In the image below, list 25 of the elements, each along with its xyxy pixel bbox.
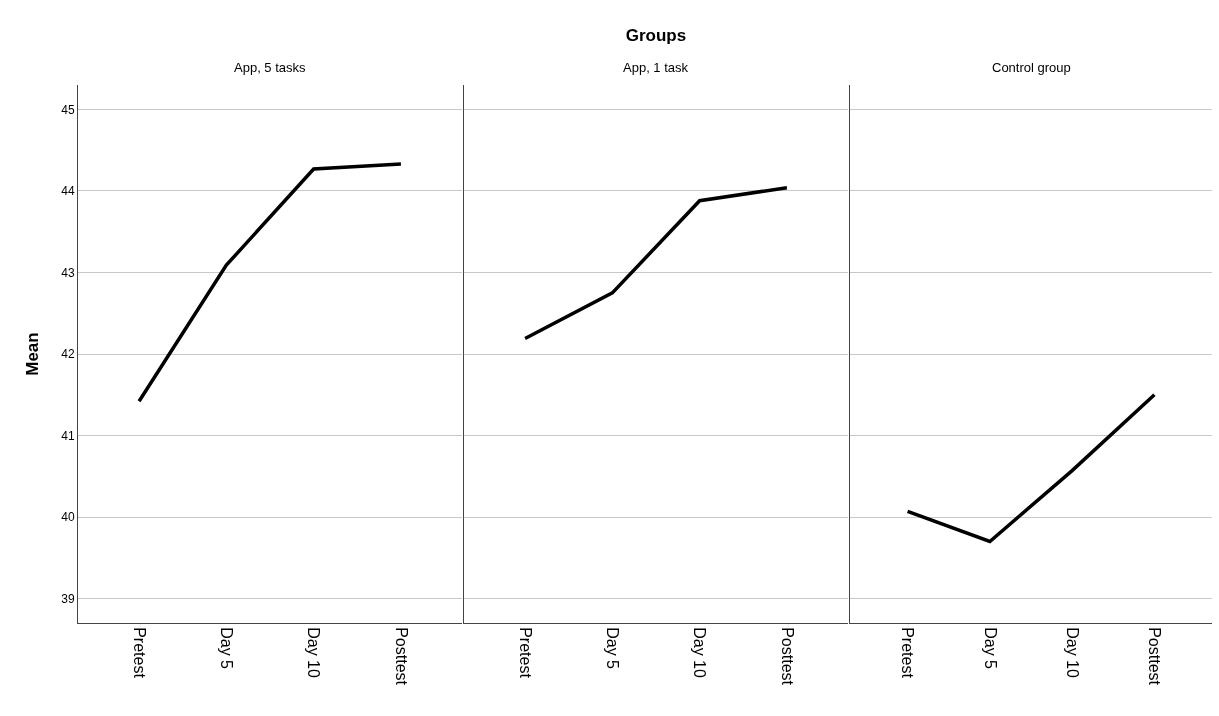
x-tick-label: Day 5: [218, 627, 236, 670]
x-tick-label: Posttest: [1146, 627, 1164, 686]
y-tick-label: 41: [61, 428, 75, 443]
y-tick-label: 39: [61, 591, 75, 606]
y-axis-title: Mean: [22, 332, 42, 376]
x-tick-label: Day 10: [691, 627, 709, 678]
x-tick-label: Pretest: [130, 627, 148, 679]
x-tick-label: Day 10: [305, 627, 323, 678]
y-tick-label: 43: [61, 265, 75, 280]
chart-subtitle: App, 5 tasks: [234, 60, 307, 75]
x-tick-label: Day 5: [981, 627, 999, 670]
y-tick-label: 45: [61, 102, 75, 117]
y-tick-label: 42: [61, 347, 75, 362]
y-tick-label: 40: [61, 510, 75, 525]
x-tick-label: Day 5: [604, 627, 622, 670]
x-tick-label: Posttest: [778, 627, 796, 686]
x-tick-label: Pretest: [899, 627, 917, 679]
line-series: [137, 162, 403, 404]
chart-subtitle: Control group: [992, 60, 1071, 75]
x-tick-label: Day 10: [1063, 627, 1081, 678]
chart-title: Groups: [625, 25, 687, 45]
x-tick-label: Posttest: [392, 627, 410, 686]
x-tick-label: Pretest: [516, 627, 534, 679]
chart-subtitle: App, 1 task: [623, 60, 689, 75]
y-tick-label: 44: [61, 184, 75, 199]
